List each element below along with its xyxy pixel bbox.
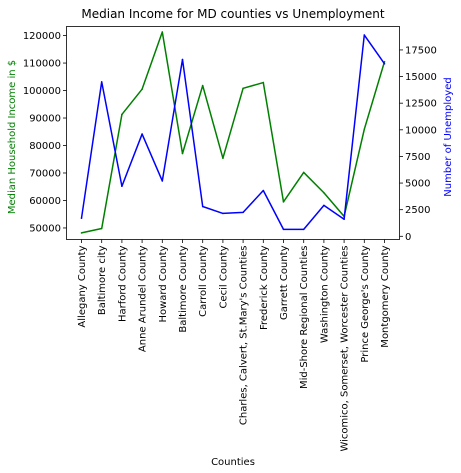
- data-point-unemployed: [80, 217, 83, 219]
- data-point-income: [302, 171, 305, 174]
- data-point-income: [242, 87, 244, 90]
- y-left-tick-label: 90000: [29, 114, 61, 125]
- x-tick-label: Prince George's County: [360, 245, 371, 362]
- y-axis-left-title: Median Household Income in $: [7, 60, 18, 214]
- y-left-tick-label: 70000: [29, 168, 61, 179]
- y-right-tick-label: 5000: [405, 179, 430, 190]
- data-point-income: [80, 232, 83, 234]
- data-point-unemployed: [222, 212, 224, 215]
- data-point-income: [222, 157, 224, 159]
- x-tick-label: Montgomery County: [380, 245, 391, 347]
- y-right-tick-label: 15000: [405, 72, 437, 83]
- data-point-unemployed: [302, 228, 305, 231]
- data-point-unemployed: [242, 211, 244, 214]
- x-tick-label: Wicomico, Somerset, Worcester Counties: [340, 246, 351, 452]
- plot-frame: [66, 26, 400, 240]
- data-point-income: [161, 31, 164, 33]
- x-tick-label: Harford County: [117, 245, 128, 322]
- y-right-tick-label: 7500: [405, 152, 430, 163]
- chart-title: Median Income for MD counties vs Unemplo…: [81, 7, 384, 21]
- y-left-tick-label: 60000: [29, 196, 61, 207]
- data-point-income: [100, 227, 103, 230]
- data-point-unemployed: [181, 58, 184, 61]
- y-left-tick-label: 110000: [23, 59, 61, 70]
- x-tick-label: Baltimore County: [178, 245, 189, 332]
- data-point-unemployed: [161, 180, 164, 182]
- data-point-income: [201, 84, 204, 87]
- data-point-unemployed: [100, 81, 103, 83]
- data-point-income: [141, 88, 143, 90]
- x-axis-title: Counties: [211, 457, 255, 468]
- data-point-unemployed: [282, 228, 285, 231]
- data-point-unemployed: [121, 185, 123, 188]
- data-point-income: [262, 81, 265, 84]
- x-tick-label: Carroll County: [198, 245, 209, 316]
- series-line-unemployed: [80, 34, 386, 231]
- data-point-unemployed: [262, 189, 265, 192]
- series-line-income: [81, 31, 386, 234]
- y-left-tick-label: 100000: [23, 86, 61, 97]
- x-tick-label: Washington County: [319, 245, 330, 343]
- plot-area: [80, 31, 386, 234]
- x-tick-label: Charles, Calvert, St.Mary's Counties: [239, 246, 250, 426]
- y-right-tick-label: 12500: [405, 99, 437, 110]
- data-point-income: [121, 113, 123, 116]
- data-point-unemployed: [383, 62, 386, 65]
- y-right-tick-label: 10000: [405, 125, 437, 136]
- data-point-unemployed: [343, 218, 345, 221]
- y-right-tick-label: 17500: [405, 45, 437, 56]
- data-point-income: [181, 152, 184, 155]
- data-point-income: [282, 201, 285, 203]
- x-tick-label: Frederick County: [259, 245, 270, 330]
- y-axis-right-title: Number of Unemployed: [443, 77, 454, 196]
- data-point-unemployed: [141, 133, 143, 135]
- y-left-tick-label: 80000: [29, 141, 61, 152]
- data-point-income: [363, 128, 366, 131]
- y-left-tick-label: 120000: [23, 31, 61, 42]
- x-tick-label: Baltimore city: [97, 245, 108, 315]
- data-point-income: [323, 191, 325, 194]
- y-left-tick-label: 50000: [29, 223, 61, 234]
- x-tick-label: Mid-Shore Regional Counties: [299, 246, 310, 390]
- x-tick-label: Cecil County: [218, 245, 229, 308]
- x-tick-label: Garrett County: [279, 245, 290, 320]
- x-tick-label: Howard County: [158, 245, 169, 322]
- y-right-tick-label: 2500: [405, 205, 430, 216]
- x-tick-label: Anne Arundel County: [138, 245, 149, 352]
- x-tick-label: Allegany County: [77, 245, 88, 327]
- data-point-unemployed: [363, 34, 366, 36]
- axis-ticks: 5000060000700008000090000100000110000120…: [23, 31, 437, 451]
- data-point-unemployed: [323, 204, 325, 207]
- y-right-tick-label: 0: [405, 232, 411, 243]
- data-point-unemployed: [201, 205, 204, 208]
